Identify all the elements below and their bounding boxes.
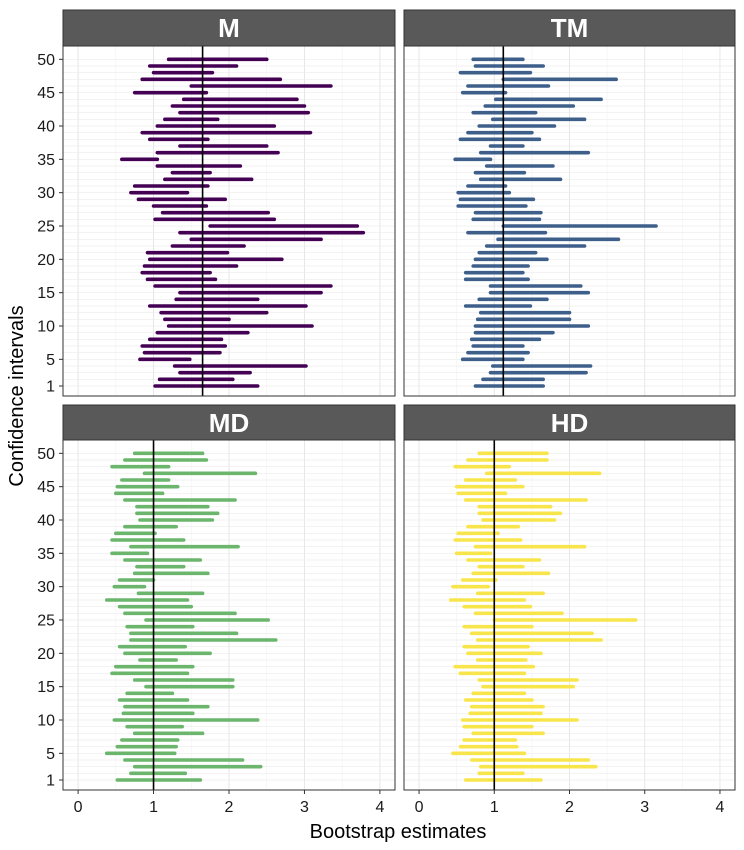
strip-hd	[403, 404, 736, 442]
x-tick-label: 3	[640, 799, 649, 816]
y-tick-label: 45	[37, 85, 55, 102]
strip-md	[62, 404, 396, 442]
y-tick-label: 5	[46, 746, 55, 763]
y-tick-label: 10	[37, 713, 55, 730]
y-tick-label: 10	[37, 319, 55, 336]
x-tick-label: 1	[490, 799, 499, 816]
x-tick-label: 1	[149, 799, 158, 816]
y-tick-label: 40	[37, 119, 55, 136]
x-tick-label: 4	[716, 799, 725, 816]
y-axis-title: Confidence intervals	[6, 305, 28, 486]
y-tick-label: 50	[37, 52, 55, 69]
x-tick-label: 0	[415, 799, 424, 816]
y-tick-label: 15	[37, 285, 55, 302]
y-tick-label: 30	[37, 185, 55, 202]
x-tick-label: 3	[300, 799, 309, 816]
intervals-hd	[448, 451, 638, 782]
x-tick-label: 0	[74, 799, 83, 816]
strip-label-md: MD	[209, 408, 249, 438]
strip-m	[62, 9, 396, 47]
y-tick-label: 15	[37, 679, 55, 696]
x-axis-title: Bootstrap estimates	[310, 821, 487, 843]
x-tick-label: 4	[375, 799, 384, 816]
y-tick-label: 40	[37, 513, 55, 530]
panel-border-m	[62, 45, 396, 397]
panels-layer: M15101520253035404550TMMD151015202530354…	[37, 9, 736, 816]
y-tick-label: 1	[46, 379, 55, 396]
y-tick-label: 45	[37, 479, 55, 496]
y-tick-label: 1	[46, 773, 55, 790]
y-tick-label: 50	[37, 446, 55, 463]
y-tick-label: 30	[37, 579, 55, 596]
strip-label-m: M	[218, 13, 240, 43]
y-tick-label: 20	[37, 252, 55, 269]
panel-tm: TM	[403, 9, 736, 397]
intervals-tm	[453, 57, 658, 388]
y-tick-label: 5	[46, 352, 55, 369]
y-tick-label: 25	[37, 219, 55, 236]
strip-label-hd: HD	[551, 408, 589, 438]
y-tick-label: 35	[37, 546, 55, 563]
strip-label-tm: TM	[551, 13, 589, 43]
y-tick-label: 20	[37, 646, 55, 663]
panel-border-tm	[403, 45, 736, 397]
intervals-md	[104, 451, 278, 782]
x-tick-label: 2	[225, 799, 234, 816]
panel-hd: HD 0 1 2 3 4	[403, 404, 736, 816]
y-tick-label: 25	[37, 613, 55, 630]
y-tick-label: 35	[37, 152, 55, 169]
x-tick-label: 2	[565, 799, 574, 816]
axis-titles: Bootstrap estimates Confidence intervals	[6, 305, 486, 843]
